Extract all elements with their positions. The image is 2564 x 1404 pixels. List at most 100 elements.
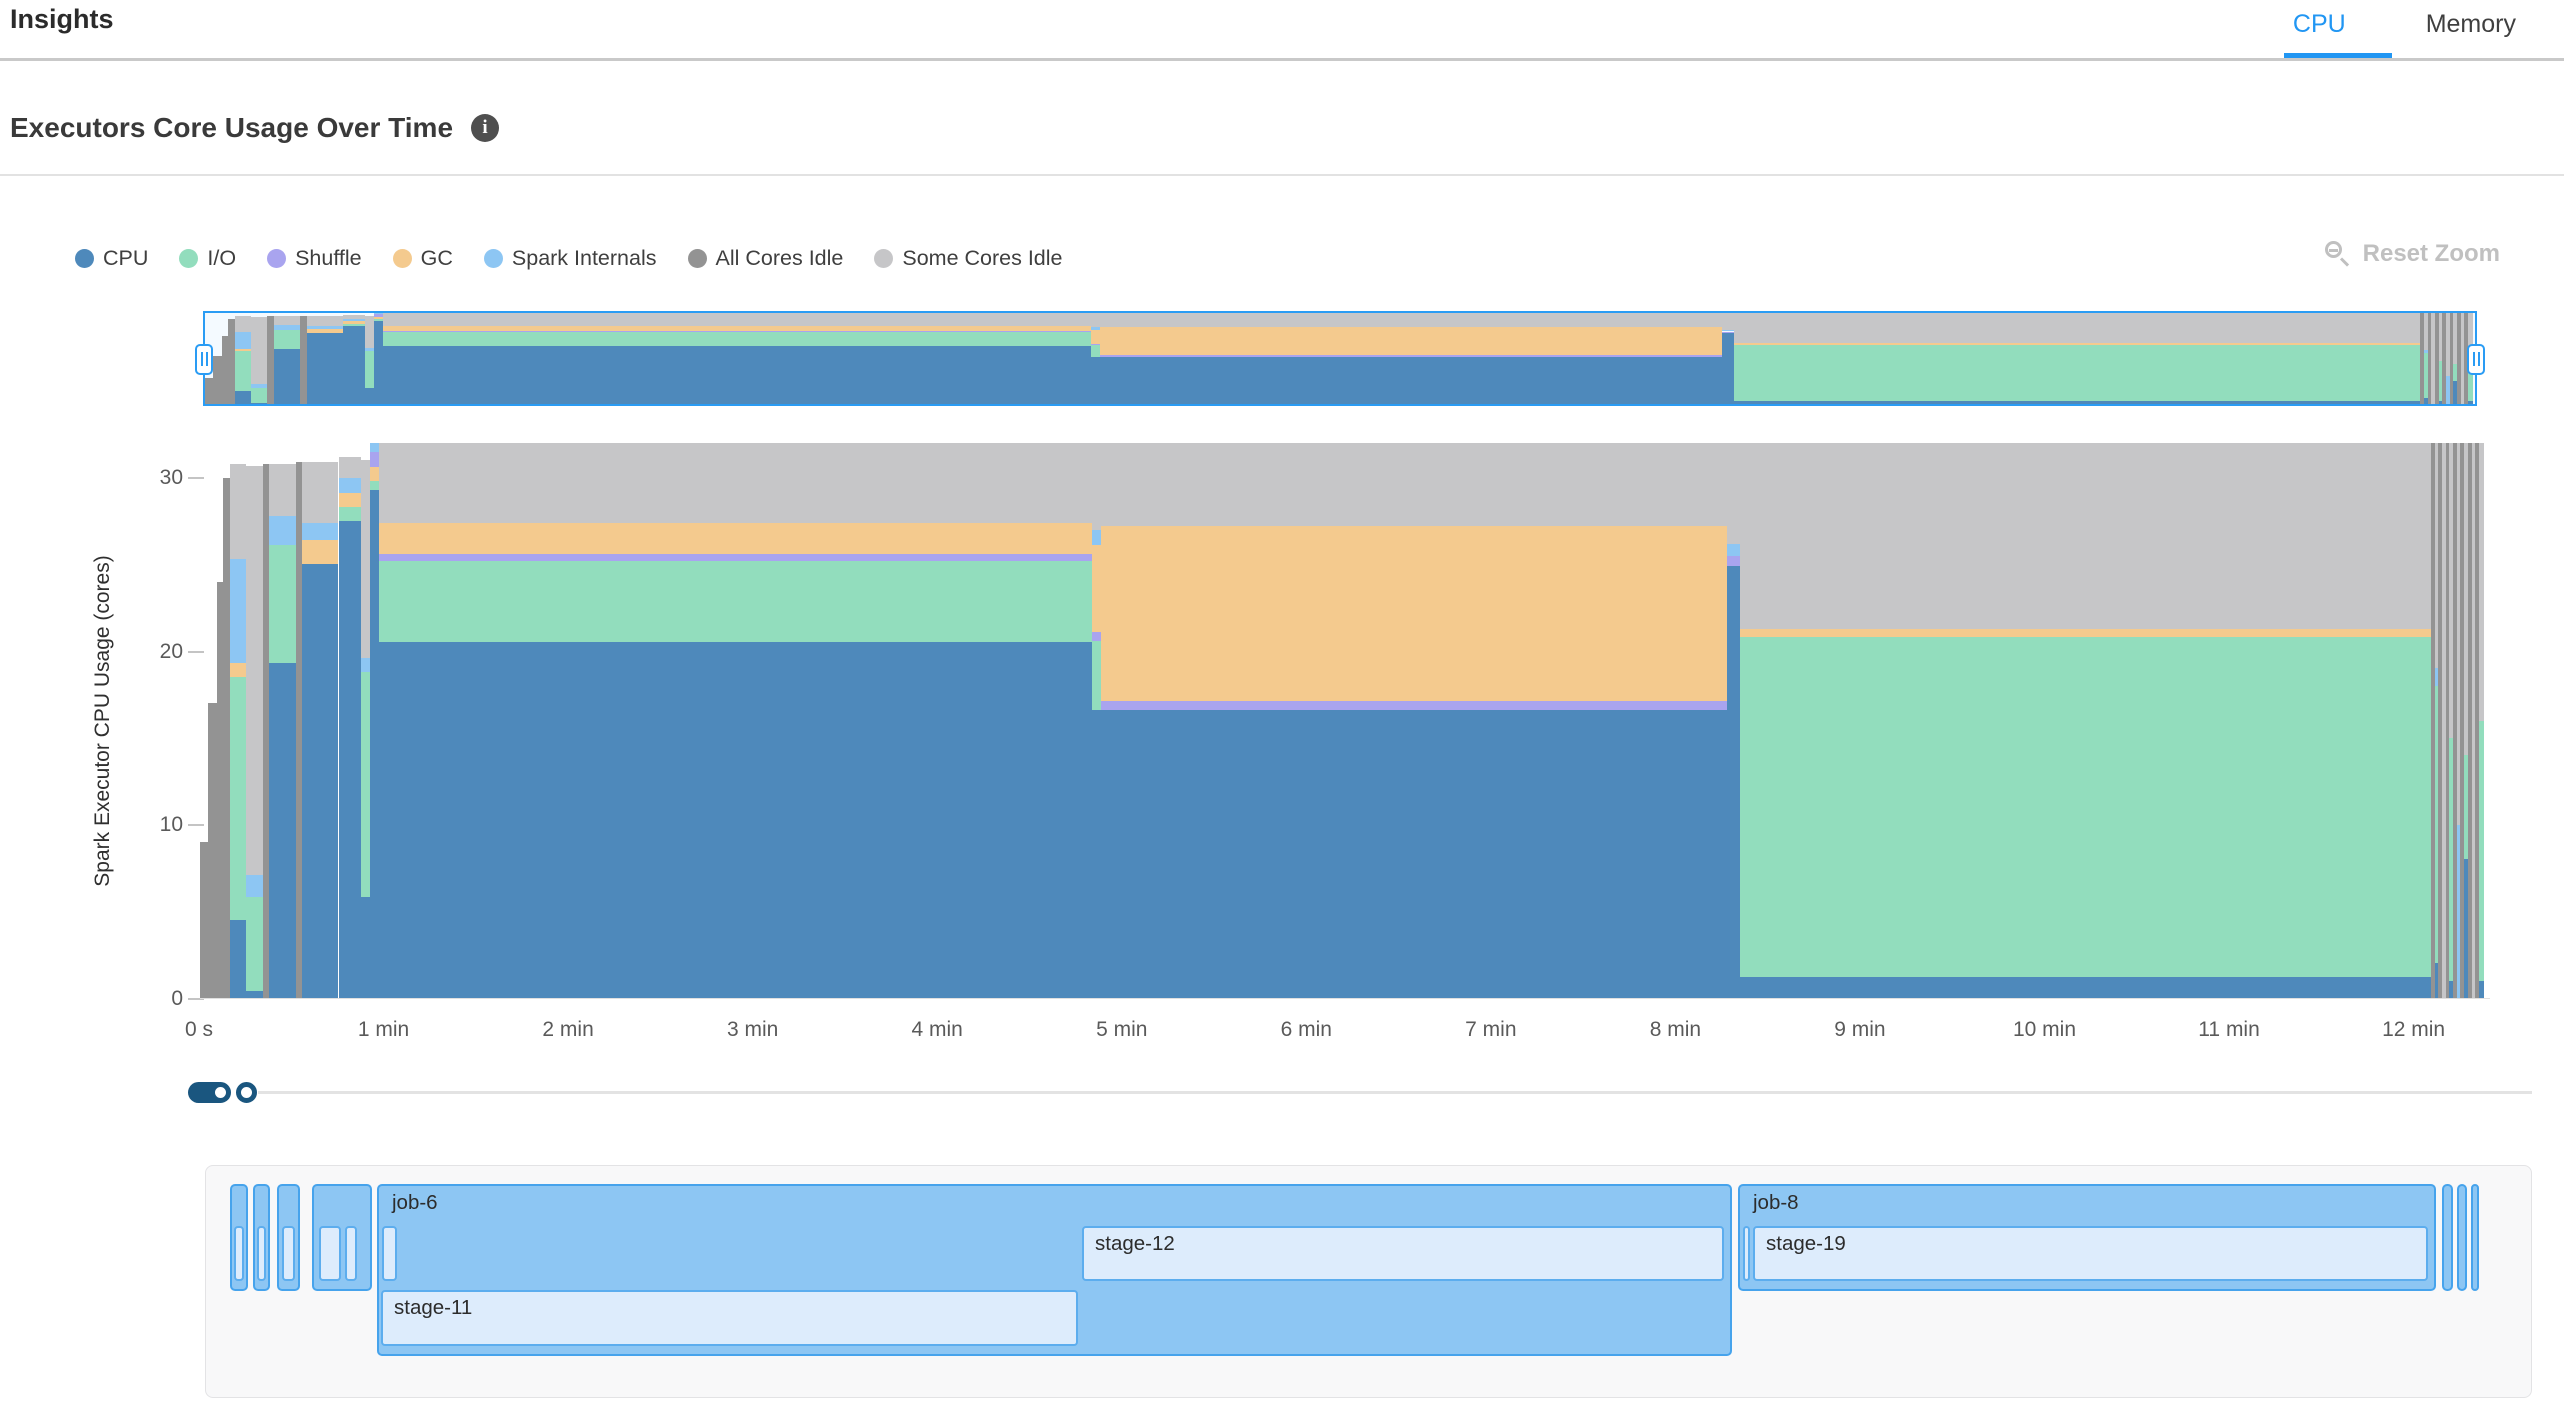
job-block[interactable] bbox=[2442, 1184, 2453, 1291]
stage-block[interactable] bbox=[257, 1226, 266, 1281]
internals-band bbox=[364, 348, 374, 351]
cpu-band bbox=[342, 325, 365, 404]
stacked-area-segment bbox=[2449, 313, 2454, 404]
shuffle-band bbox=[382, 331, 1091, 333]
stacked-area-segment bbox=[2464, 443, 2468, 998]
active-tab-indicator bbox=[2284, 53, 2392, 58]
gc-band bbox=[369, 467, 380, 482]
legend-item-shuffle[interactable]: Shuffle bbox=[267, 246, 362, 271]
main-stacked-area-chart[interactable] bbox=[200, 443, 2490, 999]
stage-block[interactable] bbox=[1743, 1226, 1750, 1281]
legend-label: All Cores Idle bbox=[715, 246, 844, 270]
info-icon[interactable]: i bbox=[471, 114, 500, 142]
legend-item-all[interactable]: All Cores Idle bbox=[687, 246, 844, 271]
all-band bbox=[2420, 313, 2424, 404]
some-band bbox=[2434, 443, 2439, 669]
gc-band bbox=[1099, 326, 1722, 356]
internals-band bbox=[230, 559, 247, 664]
legend-label: I/O bbox=[207, 246, 237, 270]
stacked-area-segment bbox=[2434, 313, 2439, 404]
stage-block-stage-19[interactable]: stage-19 bbox=[1753, 1226, 2428, 1281]
gc-band bbox=[302, 540, 339, 565]
legend-item-cpu[interactable]: CPU bbox=[75, 246, 148, 271]
cpu-band bbox=[1099, 356, 1722, 404]
zoom-slider-handle-left[interactable] bbox=[210, 1082, 231, 1103]
legend-item-internals[interactable]: Spark Internals bbox=[483, 246, 657, 271]
some-band bbox=[1721, 313, 1735, 330]
stacked-area-segment bbox=[227, 313, 236, 404]
io-band bbox=[235, 351, 251, 392]
job-block[interactable] bbox=[312, 1184, 372, 1291]
some-band bbox=[2453, 313, 2457, 365]
section-header: Executors Core Usage Over Time i bbox=[10, 112, 500, 144]
internals-band bbox=[2456, 824, 2461, 998]
stacked-area-segment bbox=[205, 313, 214, 404]
zoom-slider-track[interactable] bbox=[258, 1091, 2532, 1094]
stacked-area-segment bbox=[250, 313, 268, 404]
cpu-band bbox=[2464, 859, 2468, 998]
some-band bbox=[2478, 443, 2485, 721]
shuffle-band bbox=[1090, 344, 1100, 346]
tab-memory[interactable]: Memory bbox=[2425, 10, 2516, 38]
job-block[interactable] bbox=[230, 1184, 248, 1291]
stage-block[interactable] bbox=[382, 1226, 397, 1281]
zoom-slider-handle-right[interactable] bbox=[236, 1082, 257, 1103]
job-block[interactable] bbox=[2457, 1184, 2467, 1291]
job-block[interactable] bbox=[2471, 1184, 2479, 1291]
legend-item-io[interactable]: I/O bbox=[179, 246, 236, 271]
x-tick-label: 3 min bbox=[726, 1018, 779, 1041]
job-block-job-8[interactable]: job-8 stage-19 bbox=[1738, 1184, 2436, 1291]
tab-cpu[interactable]: CPU bbox=[2292, 10, 2346, 38]
x-tick-label: 6 min bbox=[1280, 1018, 1332, 1041]
job-block-job-6[interactable]: job-6 stage-12 stage-11 bbox=[377, 1184, 1732, 1356]
stacked-area-segment bbox=[2430, 443, 2435, 998]
some-band bbox=[2471, 443, 2476, 998]
job-block[interactable] bbox=[253, 1184, 270, 1291]
reset-zoom-button[interactable]: Reset Zoom bbox=[2324, 240, 2500, 268]
some-band bbox=[360, 460, 370, 659]
stage-block[interactable] bbox=[319, 1226, 341, 1281]
stage-block[interactable] bbox=[282, 1226, 295, 1281]
job-block[interactable] bbox=[277, 1184, 300, 1291]
stage-block-stage-11[interactable]: stage-11 bbox=[381, 1290, 1078, 1346]
internals-band bbox=[1090, 327, 1100, 330]
stacked-area-segment bbox=[2438, 443, 2442, 998]
stage-block-stage-12[interactable]: stage-12 bbox=[1082, 1226, 1724, 1281]
stage-block[interactable] bbox=[345, 1226, 357, 1281]
io-band bbox=[1090, 345, 1100, 357]
cpu-band bbox=[1721, 333, 1735, 404]
tab-bar: CPU Memory bbox=[2285, 6, 2524, 43]
stacked-area-segment bbox=[2467, 443, 2472, 998]
overview-brush-chart[interactable] bbox=[195, 311, 2485, 406]
internals-band bbox=[342, 318, 365, 322]
stacked-area-segment bbox=[2431, 313, 2435, 404]
legend-item-gc[interactable]: GC bbox=[392, 246, 453, 271]
internals-band bbox=[2445, 375, 2450, 404]
legend-label: Shuffle bbox=[295, 246, 362, 270]
job-label: job-8 bbox=[1753, 1191, 1799, 1214]
x-tick-label: 7 min bbox=[1465, 1018, 1517, 1041]
some-band bbox=[2441, 443, 2446, 998]
job-label: job-6 bbox=[392, 1191, 438, 1214]
brush-handle-right[interactable] bbox=[2467, 343, 2485, 375]
gc-band bbox=[306, 328, 343, 333]
internals-band bbox=[269, 515, 297, 546]
all-band bbox=[227, 318, 236, 404]
stacked-area-segment bbox=[2456, 313, 2461, 404]
stacked-area-segment bbox=[1740, 443, 2431, 998]
cpu-band bbox=[1727, 566, 1741, 998]
shuffle-band bbox=[379, 554, 1092, 561]
some-band bbox=[306, 316, 343, 327]
io-band bbox=[1740, 637, 2431, 978]
x-tick-label: 1 min bbox=[357, 1018, 410, 1041]
internals-band bbox=[360, 658, 370, 672]
legend-item-some[interactable]: Some Cores Idle bbox=[874, 246, 1063, 271]
stage-block[interactable] bbox=[234, 1226, 244, 1281]
some-band bbox=[1734, 313, 2421, 344]
stacked-area-segment bbox=[2434, 443, 2439, 998]
stacked-area-segment bbox=[2427, 313, 2432, 404]
brush-handle-left[interactable] bbox=[195, 343, 213, 375]
all-band bbox=[2427, 313, 2432, 404]
all-legend-dot-icon bbox=[687, 249, 707, 268]
cpu-band bbox=[364, 387, 374, 404]
